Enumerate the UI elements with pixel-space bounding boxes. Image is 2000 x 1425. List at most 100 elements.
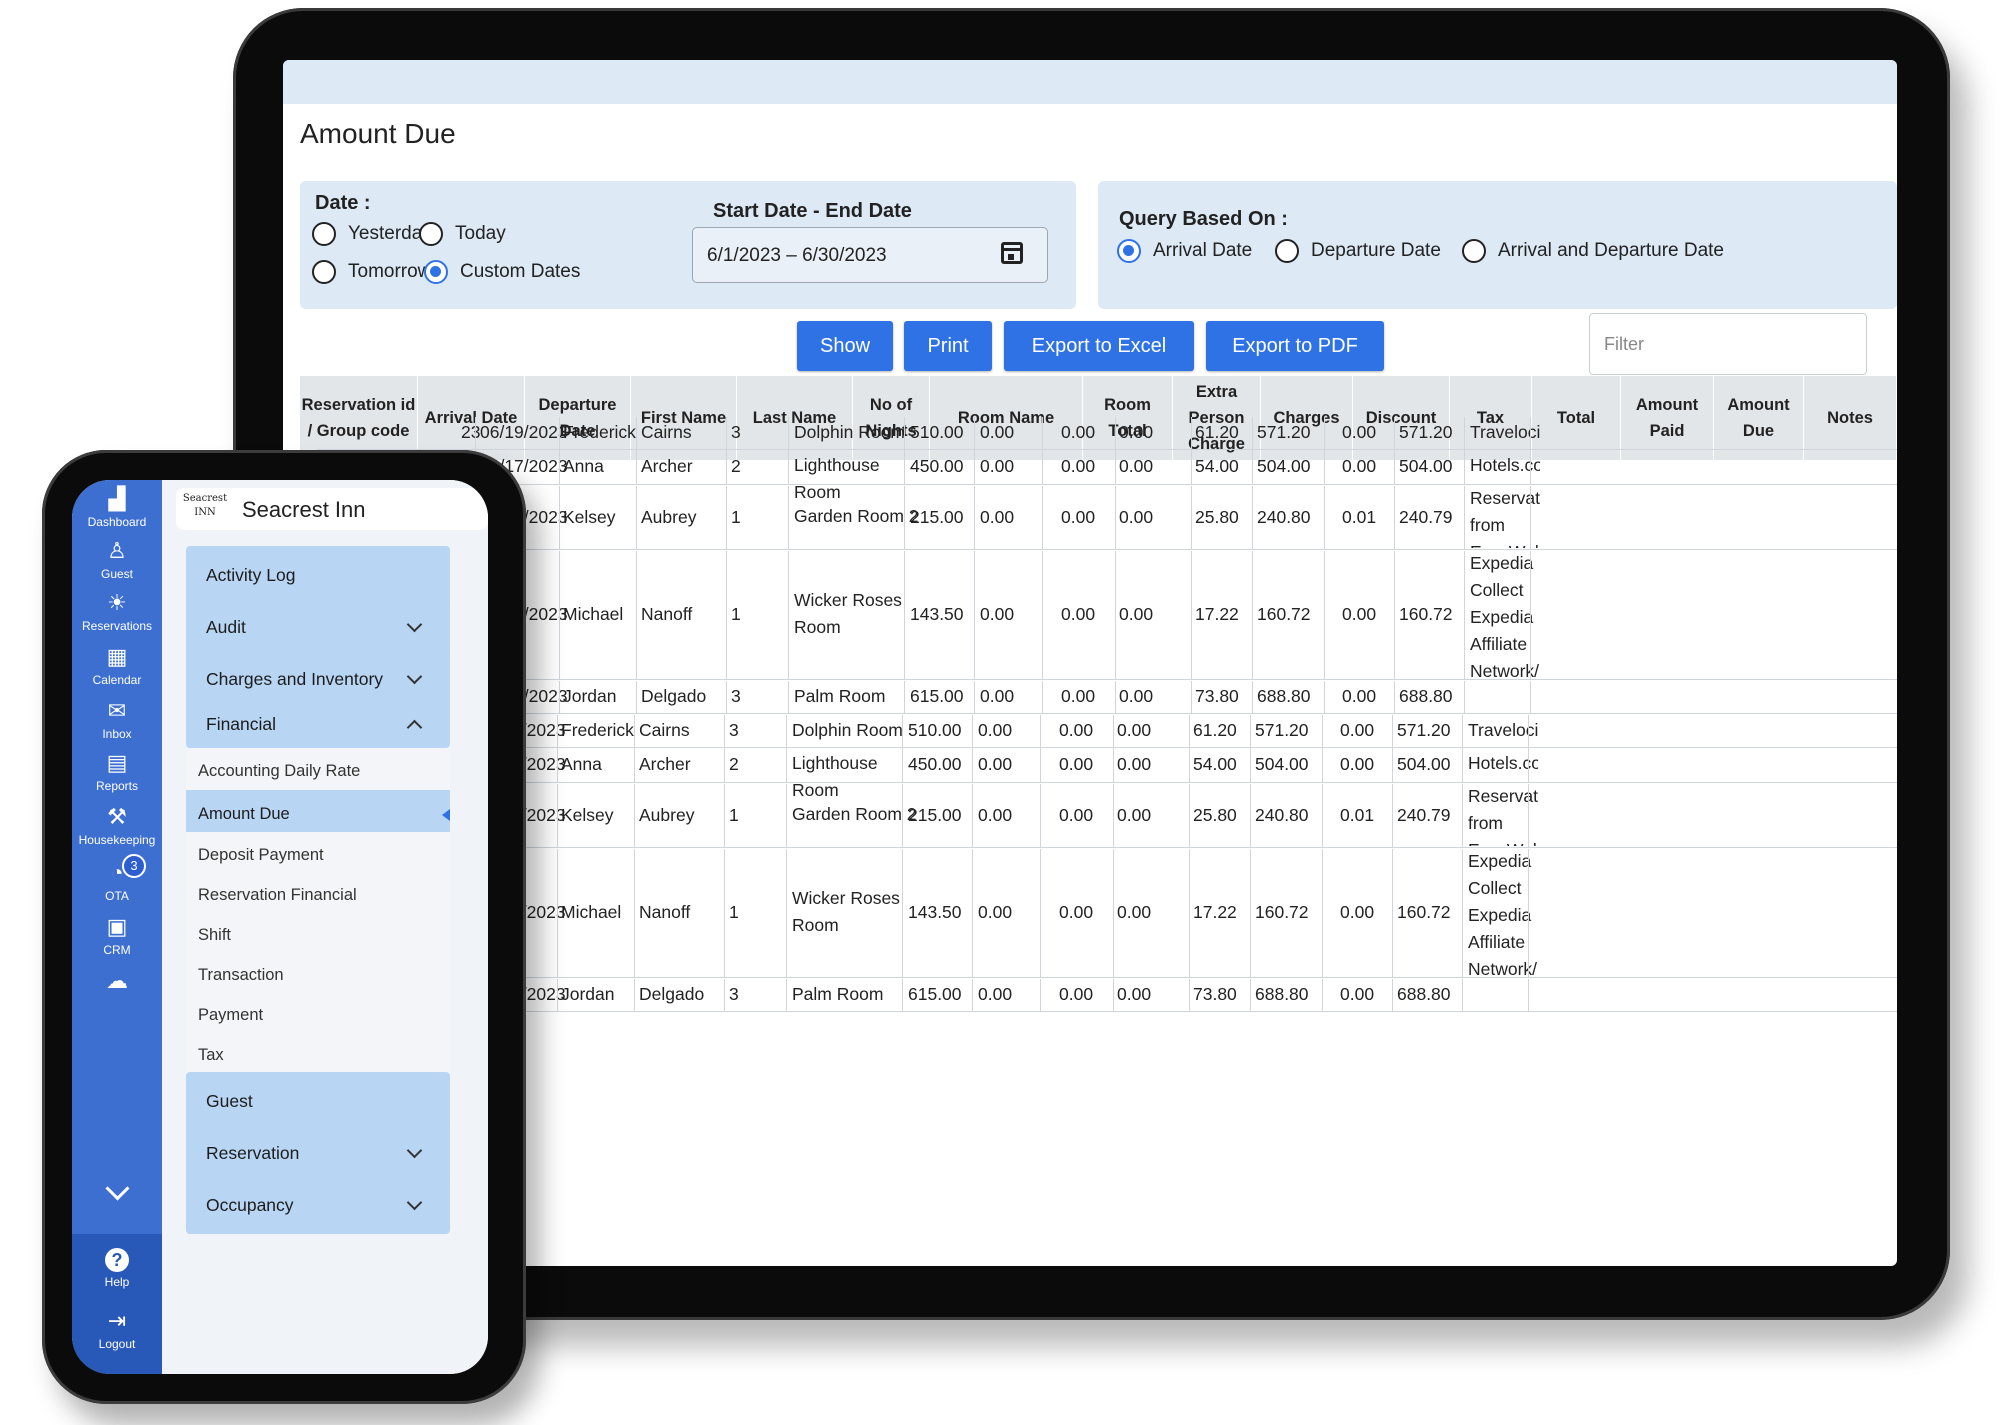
chevron-up-icon — [406, 719, 423, 736]
col-header-nights[interactable]: No of Nights — [853, 376, 930, 460]
column-divider — [1250, 979, 1251, 1012]
table-row[interactable]: 06/27/2023JordanDelgado3Palm Room615.000… — [300, 978, 1897, 1010]
col-header-total[interactable]: Total — [1532, 376, 1621, 460]
menu-label: Audit — [206, 616, 246, 637]
column-divider — [1113, 979, 1114, 1012]
cell-room-name: Lighthouse Room — [792, 753, 878, 800]
cell-last-name: Delgado — [641, 686, 707, 706]
cell-tax: 25.80 — [1193, 804, 1237, 825]
col-header-first-name[interactable]: First Name — [631, 376, 737, 460]
column-divider — [1394, 449, 1395, 485]
table-row[interactable]: 06/27/2023KelseyAubrey1Garden Room 2215.… — [300, 783, 1897, 846]
rail-item-calendar[interactable]: ▦ Calendar — [72, 644, 162, 687]
radio-circle[interactable] — [1275, 239, 1299, 263]
column-divider — [1392, 784, 1393, 848]
col-header-reservation[interactable]: Reservation id / Group code — [300, 376, 418, 460]
rail-item-crm[interactable]: ▣ CRM — [72, 914, 162, 957]
column-divider — [1191, 486, 1192, 550]
rail-item-more[interactable]: ☁ — [72, 968, 162, 997]
radio-label: Arrival and Departure Date — [1498, 240, 1724, 261]
date-range-input[interactable]: 6/1/2023 – 6/30/2023 — [692, 227, 1048, 283]
menu-charges-inventory[interactable]: Charges and Inventory — [186, 650, 450, 708]
column-divider — [974, 417, 975, 450]
menu-reservation[interactable]: Reservation — [186, 1124, 450, 1182]
row-divider — [317, 549, 1897, 550]
radio-circle-selected[interactable] — [424, 260, 448, 284]
radio-today[interactable]: Today — [419, 222, 506, 246]
col-header-arrival[interactable]: Arrival Date — [418, 376, 525, 460]
menu-audit[interactable]: Audit — [186, 598, 450, 656]
col-header-amount-paid[interactable]: Amount Paid — [1621, 376, 1714, 460]
rail-item-ota[interactable]: ◔ OTA 3 — [72, 854, 162, 903]
column-divider — [1042, 417, 1043, 450]
query-based-on-panel: Query Based On : Arrival Date Departure … — [1098, 181, 1897, 309]
radio-tomorrow[interactable]: Tomorrow — [312, 260, 431, 284]
col-header-notes[interactable]: Notes — [1804, 376, 1897, 460]
radio-arrival-and-departure[interactable]: Arrival and Departure Date — [1462, 239, 1724, 263]
cell-first-name: Anna — [561, 753, 602, 774]
rail-item-housekeeping[interactable]: ⚒ Housekeeping — [72, 804, 162, 847]
logout-icon[interactable]: ⇥ — [107, 1308, 127, 1333]
show-button[interactable]: Show — [797, 321, 893, 371]
column-divider — [974, 551, 975, 680]
submenu-accounting-daily-rate[interactable]: Accounting Daily Rate — [186, 748, 450, 796]
radio-custom-dates[interactable]: Custom Dates — [424, 260, 580, 284]
cell-notes: Travelocit — [1468, 719, 1538, 740]
column-divider — [1464, 681, 1465, 714]
col-header-tax[interactable]: Tax — [1450, 376, 1532, 460]
rail-item-reservations[interactable]: ☀ Reservations — [72, 590, 162, 633]
col-header-amount-due[interactable]: Amount Due — [1714, 376, 1804, 460]
column-divider — [972, 715, 973, 748]
rail-help[interactable]: ? Help — [72, 1248, 162, 1289]
print-button[interactable]: Print — [904, 321, 992, 371]
col-header-last-name[interactable]: Last Name — [737, 376, 853, 460]
radio-yesterday[interactable]: Yesterday — [312, 222, 432, 246]
table-row[interactable]: 23 06/19/2023 Frederick Cairns 3 Dolphin Room… — [300, 416, 1897, 448]
rail-item-dashboard[interactable]: ▟ Dashboard — [72, 486, 162, 529]
menu-occupancy[interactable]: Occupancy — [186, 1176, 450, 1234]
menu-activity-log[interactable]: Activity Log — [186, 546, 450, 604]
rail-item-inbox[interactable]: ✉ Inbox — [72, 698, 162, 741]
radio-label: Yesterday — [348, 223, 432, 244]
table-row[interactable]: 306/27/2023JordanDelgado3Palm Room615.00… — [300, 680, 1897, 712]
cell-last-name: Nanoff — [639, 902, 691, 922]
col-header-room-name[interactable]: Room Name — [930, 376, 1083, 460]
column-divider — [724, 979, 725, 1012]
column-divider — [786, 979, 787, 1012]
table-row[interactable]: 06/19/2023MichaelNanoff1Wicker Roses Roo… — [300, 848, 1897, 976]
col-header-room-total[interactable]: Room Total — [1083, 376, 1173, 460]
menu-financial[interactable]: Financial — [186, 700, 450, 748]
menu-label: Reservation — [206, 1142, 300, 1163]
column-divider — [972, 849, 973, 978]
radio-circle[interactable] — [419, 222, 443, 246]
table-row[interactable]: 306/27/2023KelseyAubrey1Garden Room 2215… — [300, 485, 1897, 548]
side-menu: Seacrest INN Seacrest Inn Activity Log A… — [162, 480, 488, 1374]
rail-item-guest[interactable]: ♙ Guest — [72, 538, 162, 581]
export-pdf-button[interactable]: Export to PDF — [1206, 321, 1384, 371]
cell-notes: Travelocit — [1470, 421, 1540, 442]
cell-amount-due: 240.79 — [1399, 506, 1453, 527]
radio-departure-date[interactable]: Departure Date — [1275, 239, 1441, 263]
help-icon[interactable]: ? — [105, 1248, 129, 1272]
radio-circle-selected[interactable] — [1117, 239, 1141, 263]
rail-item-reports[interactable]: ▤ Reports — [72, 750, 162, 793]
col-header-extra-person[interactable]: Extra Person Charge — [1173, 376, 1261, 460]
radio-circle[interactable] — [312, 260, 336, 284]
col-header-discount[interactable]: Discount — [1353, 376, 1450, 460]
radio-arrival-date[interactable]: Arrival Date — [1117, 239, 1252, 263]
radio-circle[interactable] — [312, 222, 336, 246]
menu-guest[interactable]: Guest — [186, 1072, 450, 1130]
calendar-icon[interactable] — [1001, 242, 1023, 264]
col-header-charges[interactable]: Charges — [1261, 376, 1353, 460]
export-excel-button[interactable]: Export to Excel — [1004, 321, 1194, 371]
table-row[interactable]: 306/19/2023MichaelNanoff1Wicker Roses Ro… — [300, 550, 1897, 678]
chevron-down-icon[interactable] — [72, 1176, 162, 1201]
col-header-departure[interactable]: Departure Date — [525, 376, 631, 460]
rail-logout[interactable]: ⇥ Logout — [72, 1308, 162, 1351]
filter-input[interactable]: Filter — [1589, 313, 1867, 375]
column-divider — [559, 551, 560, 680]
radio-circle[interactable] — [1462, 239, 1486, 263]
